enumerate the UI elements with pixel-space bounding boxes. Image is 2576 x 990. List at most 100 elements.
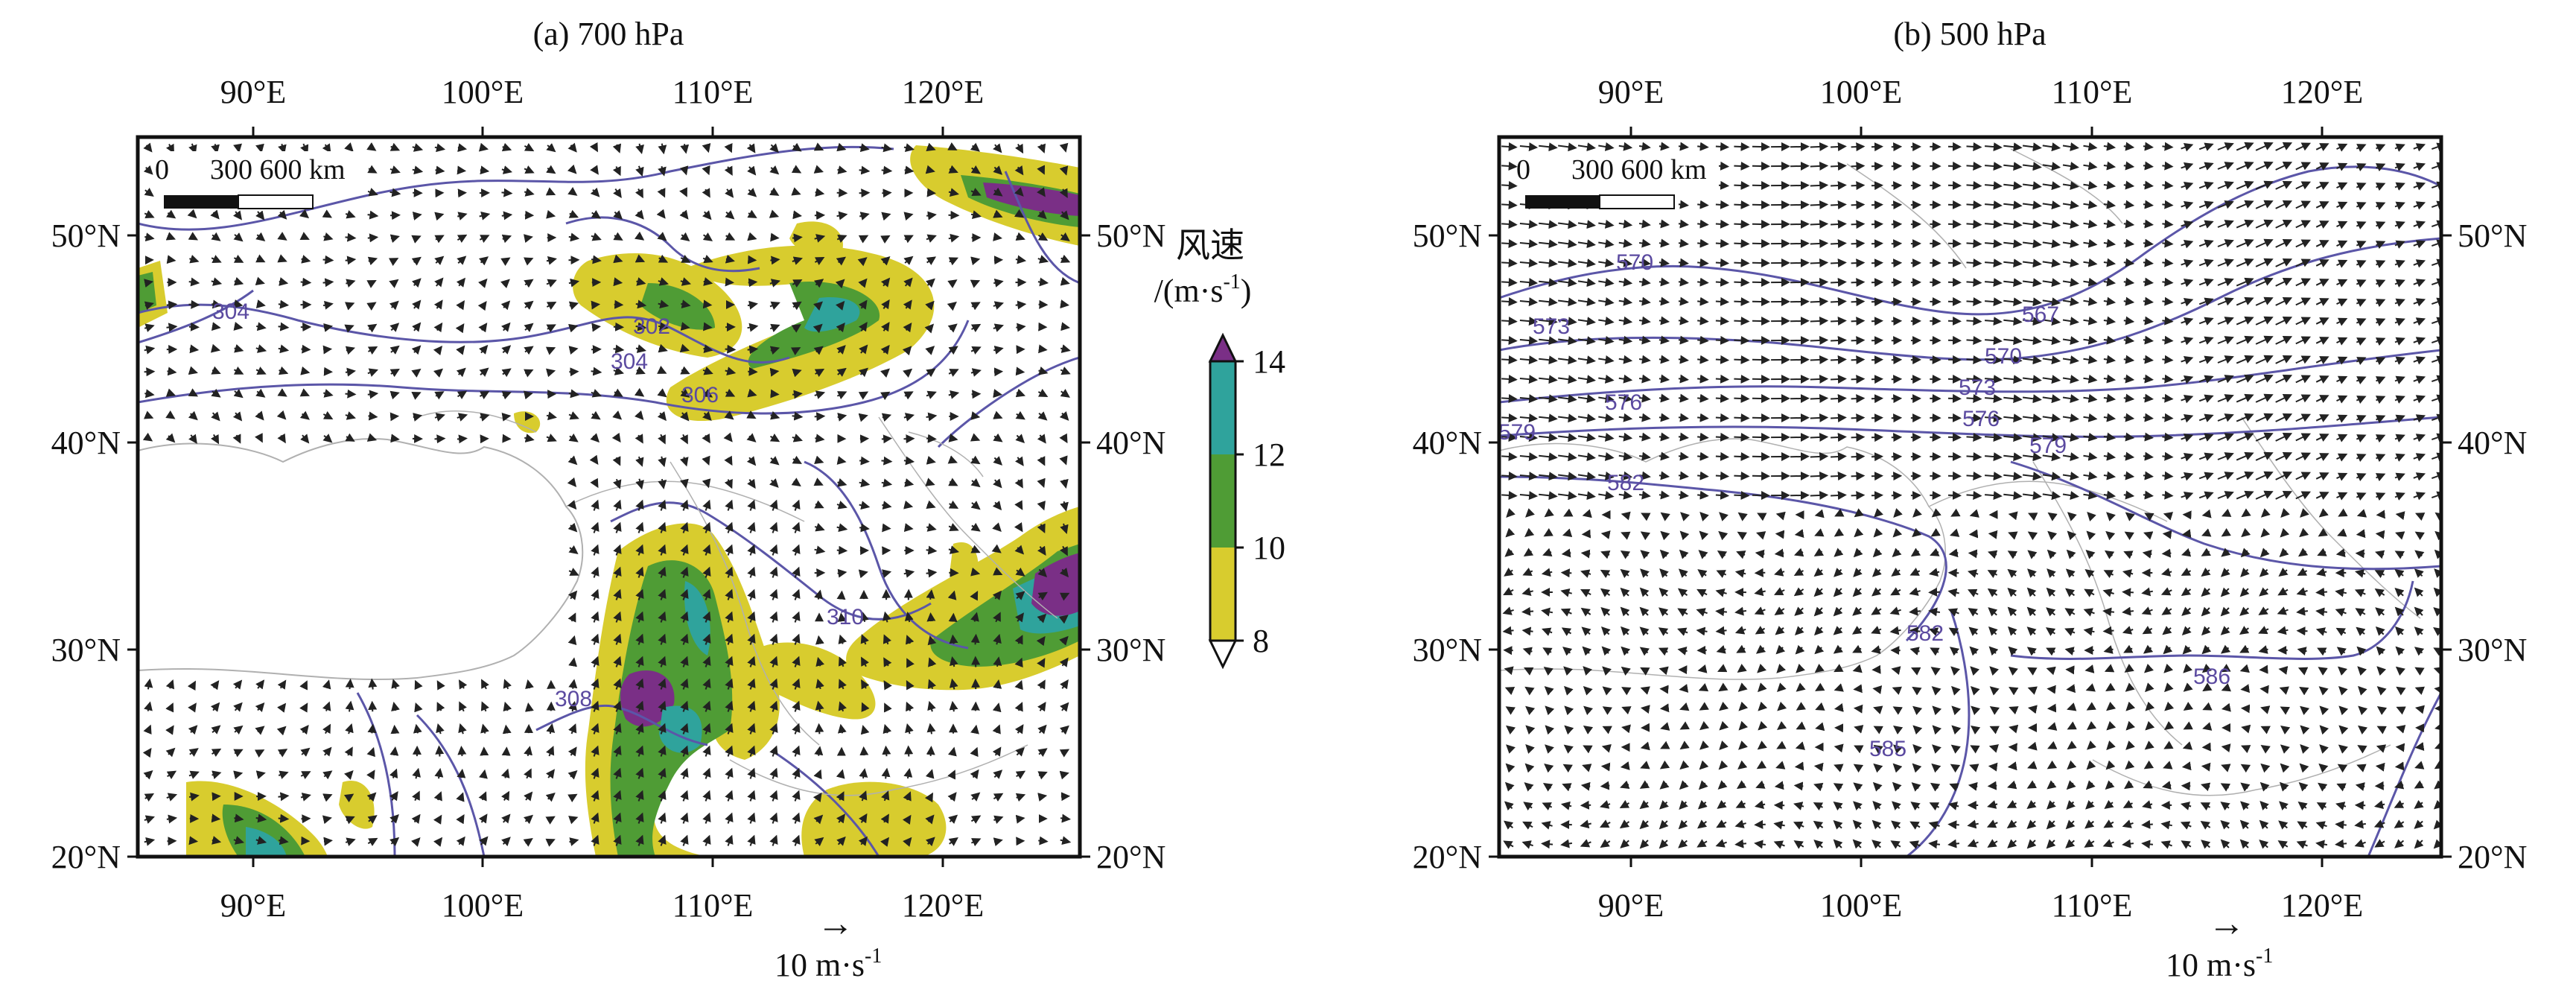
wind-vector xyxy=(323,323,334,332)
wind-vector xyxy=(1810,316,1829,326)
tick-label-right: 50°N xyxy=(2458,218,2527,254)
wind-vector xyxy=(1060,232,1070,241)
wind-vector xyxy=(524,143,535,152)
wind-vector xyxy=(949,568,959,577)
wind-vector xyxy=(524,234,533,244)
wind-vector xyxy=(1659,685,1669,694)
wind-vector xyxy=(1851,336,1866,346)
wind-vector xyxy=(524,369,534,378)
wind-vector xyxy=(948,612,958,622)
wind-vector xyxy=(613,232,623,241)
wind-vector xyxy=(433,368,443,378)
wind-vector xyxy=(323,837,333,846)
wind-vector xyxy=(770,410,780,420)
wind-vector xyxy=(299,410,310,420)
wind-vector xyxy=(411,368,422,378)
wind-vector xyxy=(680,277,692,286)
wind-vector xyxy=(1851,491,1866,501)
wind-vector xyxy=(1966,316,1982,326)
contour-label: 582 xyxy=(1607,471,1644,495)
wind-vector xyxy=(724,410,734,420)
wind-vector xyxy=(568,278,580,288)
wind-vector xyxy=(345,210,356,219)
wind-vector xyxy=(212,792,221,802)
wind-vector xyxy=(1853,704,1863,714)
wind-vector xyxy=(591,232,602,241)
wind-vector xyxy=(679,343,690,353)
wind-vector xyxy=(858,278,868,288)
wind-vector xyxy=(680,322,690,331)
wind-vector xyxy=(770,389,780,399)
wind-vector xyxy=(255,299,266,308)
contour-label: 576 xyxy=(1962,407,2000,431)
wind-vector xyxy=(211,255,222,263)
wind-vector xyxy=(634,231,645,241)
wind-vector xyxy=(1015,388,1025,398)
wind-vector xyxy=(1697,142,1709,151)
wind-vector xyxy=(1697,296,1709,306)
wind-vector xyxy=(815,723,824,734)
wind-vector xyxy=(1060,813,1071,823)
wind-vector xyxy=(1015,410,1025,420)
wind-vector xyxy=(2143,471,2154,480)
wind-vector xyxy=(165,143,174,154)
wind-vector xyxy=(1037,209,1047,220)
wind-vector xyxy=(255,276,265,286)
wind-vector xyxy=(859,746,869,756)
wind-vector xyxy=(232,411,243,422)
wind-vector xyxy=(567,187,578,196)
wind-vector xyxy=(1059,410,1069,421)
wind-vector xyxy=(523,390,533,400)
wind-vector xyxy=(993,165,1003,175)
wind-vector xyxy=(143,410,154,419)
contour-label: 585 xyxy=(1869,737,1906,761)
wind-vector xyxy=(255,254,266,263)
wind-vector xyxy=(367,346,378,355)
wind-vector xyxy=(1037,165,1046,175)
wind-vector xyxy=(1060,389,1070,398)
wind-vector xyxy=(725,388,736,397)
wind-vector xyxy=(1871,336,1883,346)
wind-vector xyxy=(813,346,824,355)
wind-vector xyxy=(679,165,689,176)
wind-vector xyxy=(657,411,667,422)
wind-vector xyxy=(189,255,200,264)
wind-vector xyxy=(1831,258,1847,267)
wind-vector xyxy=(434,212,445,221)
wind-vector xyxy=(322,255,334,264)
wind-vector xyxy=(948,233,960,243)
wind-vector xyxy=(255,232,266,242)
wind-vector xyxy=(1968,529,1979,539)
wind-vector xyxy=(814,234,826,243)
wind-vector xyxy=(2395,743,2405,752)
tick-label-top: 100°E xyxy=(1820,74,1902,110)
wind-vector xyxy=(1790,258,1810,267)
wind-vector xyxy=(1697,238,1709,248)
wind-vector xyxy=(144,389,155,399)
wind-vector xyxy=(233,276,244,286)
wind-vector xyxy=(970,346,982,355)
wind-vector xyxy=(591,410,601,420)
wind-vector xyxy=(1851,278,1866,288)
wind-vector xyxy=(1831,200,1847,209)
wind-vector xyxy=(457,434,468,444)
wind-vector xyxy=(346,279,356,288)
wind-vector xyxy=(345,367,356,377)
wind-vector xyxy=(524,702,534,712)
wind-vector xyxy=(681,299,691,309)
wind-vector xyxy=(389,142,401,151)
wind-vector xyxy=(1697,258,1709,267)
wind-vector xyxy=(1851,413,1866,423)
wind-vector xyxy=(613,344,625,354)
reference-arrow: → xyxy=(2208,902,2245,944)
wind-vector xyxy=(1947,316,1962,326)
wind-vector xyxy=(612,143,622,153)
wind-vector xyxy=(1928,587,1940,597)
wind-vector xyxy=(2240,684,2251,694)
wind-vector xyxy=(345,232,357,242)
panel-b-title: (b) 500 hPa xyxy=(1893,16,2046,52)
wind-vector xyxy=(2143,374,2154,384)
wind-vector xyxy=(1734,490,1750,500)
wind-vector xyxy=(1813,762,1824,772)
wind-vector xyxy=(1810,200,1829,209)
